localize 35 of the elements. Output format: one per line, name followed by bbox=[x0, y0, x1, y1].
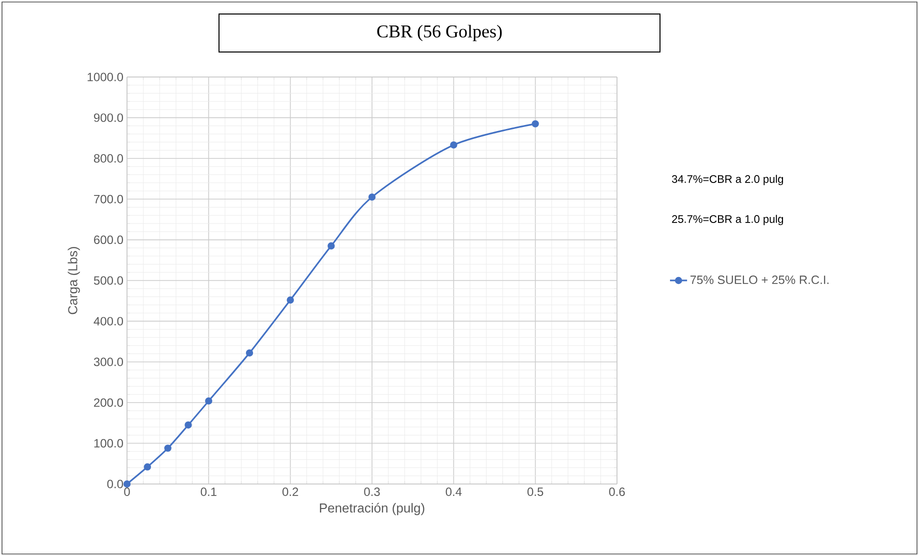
x-tick-label: 0.4 bbox=[446, 488, 462, 496]
point bbox=[184, 421, 192, 429]
point bbox=[164, 444, 172, 452]
point bbox=[286, 296, 294, 304]
x-tick-label: 0.6 bbox=[609, 488, 625, 496]
point bbox=[532, 120, 539, 128]
x-tick-label: 0.5 bbox=[527, 488, 544, 496]
text: 34.7%=CBR a 2.0 pulg bbox=[672, 174, 784, 186]
y-tick-label: 600.0 bbox=[94, 236, 124, 244]
point bbox=[144, 463, 152, 470]
y-tick-label: 1000.0 bbox=[88, 72, 124, 82]
y-tick-label: 900.0 bbox=[94, 113, 124, 122]
point bbox=[450, 141, 458, 149]
point bbox=[246, 349, 254, 357]
point bbox=[368, 193, 376, 201]
y-tick-label: 0.0 bbox=[107, 480, 124, 488]
x-tick-label: 0.3 bbox=[364, 488, 380, 496]
y-tick-label: 400.0 bbox=[94, 316, 124, 326]
x-tick-label: 0.1 bbox=[200, 488, 216, 496]
text: 25.7%=CBR a 1.0 pulg bbox=[672, 214, 784, 226]
y-tick-label: 500.0 bbox=[94, 276, 124, 285]
y-axis-title: Carga (Lbs) bbox=[68, 246, 80, 314]
point bbox=[123, 480, 131, 488]
point bbox=[205, 397, 212, 405]
x-tick-label: 0 bbox=[124, 488, 130, 496]
y-tick-label: 700.0 bbox=[94, 194, 124, 204]
y-tick-label: 100.0 bbox=[94, 439, 124, 448]
x-axis-title: Penetración (pulg) bbox=[320, 502, 424, 516]
chart-title: CBR (56 Golpes) bbox=[377, 24, 502, 42]
y-tick-label: 800.0 bbox=[94, 154, 124, 163]
y-tick-label: 300.0 bbox=[94, 358, 124, 366]
x-tick-label: 0.2 bbox=[282, 488, 298, 496]
y-tick-label: 200.0 bbox=[94, 398, 124, 407]
point bbox=[328, 242, 335, 250]
legend-label: 75% SUELO + 25% R.C.I. bbox=[690, 276, 828, 284]
